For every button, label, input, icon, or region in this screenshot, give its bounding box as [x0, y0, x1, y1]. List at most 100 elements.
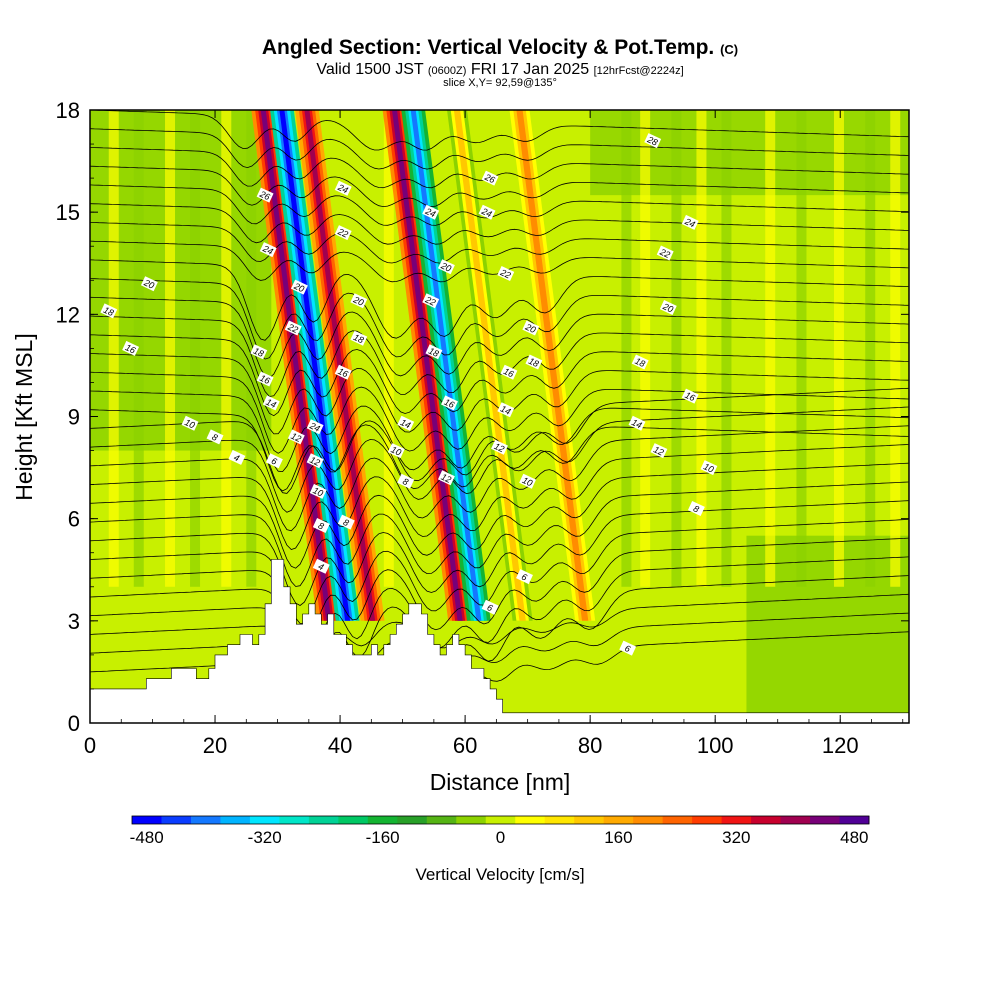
contour-label-bg — [619, 640, 637, 656]
slice-info: slice X,Y= 92,59@135° — [443, 77, 557, 89]
contour-label-text: 6 — [270, 456, 279, 467]
contour-label: 4 — [312, 558, 330, 574]
contour-label: 8 — [687, 501, 705, 516]
theta-contour — [90, 147, 909, 189]
theta-contour — [90, 296, 909, 379]
theta-contour — [90, 128, 909, 170]
contour-label: 10 — [387, 443, 405, 459]
y-tick-label: 15 — [56, 200, 80, 225]
contour-label-bg — [422, 204, 440, 220]
field-stripe — [721, 110, 732, 587]
contour-label-bg — [306, 453, 324, 469]
contour-label-bg — [497, 402, 515, 418]
contour-label: 8 — [337, 514, 355, 530]
theta-contour — [90, 334, 909, 417]
contour-label: 18 — [100, 303, 118, 319]
contour-label: 4 — [228, 449, 246, 465]
contour-label: 18 — [250, 344, 268, 360]
contour-label-text: 26 — [257, 188, 271, 202]
contour-label-bg — [337, 514, 355, 530]
contour-label-text: 24 — [307, 420, 321, 434]
valid-date: FRI 17 Jan 2025 — [470, 61, 590, 78]
theta-contour — [90, 259, 909, 341]
contour-label-text: 12 — [652, 444, 665, 457]
colorbar-swatch — [544, 816, 575, 824]
contour-label: 20 — [350, 293, 368, 309]
field-stripe — [865, 110, 876, 587]
contour-label-text: 14 — [399, 417, 412, 430]
contour-label-bg — [228, 449, 246, 465]
colorbar-frame — [131, 815, 870, 825]
contour-label-bg — [312, 558, 330, 574]
colorbar-swatch — [367, 816, 398, 824]
region-east-upper — [590, 110, 909, 196]
contour-label-text: 24 — [260, 243, 274, 257]
field-stripe — [696, 110, 707, 587]
contour-label-bg — [441, 395, 458, 411]
contour-label-text: 22 — [285, 321, 299, 335]
colorbar-swatch — [220, 816, 251, 824]
contour-label-text: 6 — [520, 571, 529, 582]
colorbar: -480 -320 -160 0 160 320 480 — [130, 815, 870, 847]
potential-temperature-contours — [90, 110, 909, 695]
contour-label-text: 18 — [633, 356, 646, 369]
colorbar-tick-label: 0 — [496, 828, 505, 847]
colorbar-swatch — [721, 816, 752, 824]
contour-label: 26 — [256, 187, 274, 203]
contour-label: 16 — [441, 395, 458, 411]
contour-label-bg — [122, 340, 140, 356]
theta-contour — [90, 406, 909, 513]
contour-label: 16 — [122, 340, 140, 356]
contour-label-bg — [250, 344, 268, 360]
contour-label-text: 8 — [342, 517, 351, 528]
contour-label-bg — [309, 483, 327, 499]
contour-label-bg — [259, 242, 277, 258]
contour-label-bg — [516, 569, 533, 585]
forecast-info: [12hrFcst@2224z] — [593, 65, 684, 77]
y-tick-label: 9 — [68, 405, 80, 430]
contour-label-bg — [700, 460, 718, 476]
contour-label-bg — [631, 354, 649, 370]
field-stripe — [108, 110, 119, 587]
contour-label-bg — [334, 180, 352, 196]
contour-label-bg — [644, 133, 662, 149]
field-stripe — [890, 110, 901, 587]
contour-label-bg — [437, 470, 455, 486]
contour-label-text: 20 — [439, 260, 453, 274]
contour-label-text: 14 — [630, 417, 643, 430]
contour-label-bg — [659, 300, 677, 315]
contour-label-text: 8 — [692, 503, 701, 514]
field-stripe — [133, 110, 144, 587]
theta-contour — [90, 462, 909, 569]
colorbar-swatch — [839, 816, 870, 824]
field-stripe — [833, 110, 844, 587]
theta-contour — [90, 371, 909, 454]
theta-contour — [90, 556, 909, 662]
contour-label-text: 26 — [482, 171, 496, 185]
field-stripe — [796, 110, 807, 587]
contour-label: 14 — [628, 415, 646, 431]
contour-label-text: 16 — [124, 342, 137, 355]
x-axis-label: Distance [nm] — [430, 769, 571, 795]
contour-label-bg — [656, 245, 674, 261]
contour-label-bg — [525, 354, 543, 370]
contour-label-text: 6 — [623, 643, 632, 654]
contour-label-bg — [397, 473, 415, 489]
colorbar-swatch — [810, 816, 841, 824]
contour-label: 24 — [259, 242, 277, 258]
colorbar-tick-label: -480 — [130, 828, 164, 847]
theta-contour — [90, 165, 909, 208]
contour-label: 16 — [256, 371, 274, 387]
y-tick-label: 18 — [56, 98, 80, 123]
contour-label-text: 22 — [423, 294, 437, 308]
contour-label-bg — [481, 170, 499, 186]
contour-label-bg — [265, 453, 283, 469]
contour-label-text: 10 — [521, 475, 534, 488]
contour-label: 8 — [397, 473, 415, 489]
theta-contour — [90, 409, 909, 492]
contour-label: 24 — [478, 204, 496, 220]
valid-time: Valid 1500 JST — [316, 61, 424, 78]
theta-contour — [90, 278, 909, 360]
contour-label-text: 16 — [502, 366, 515, 379]
